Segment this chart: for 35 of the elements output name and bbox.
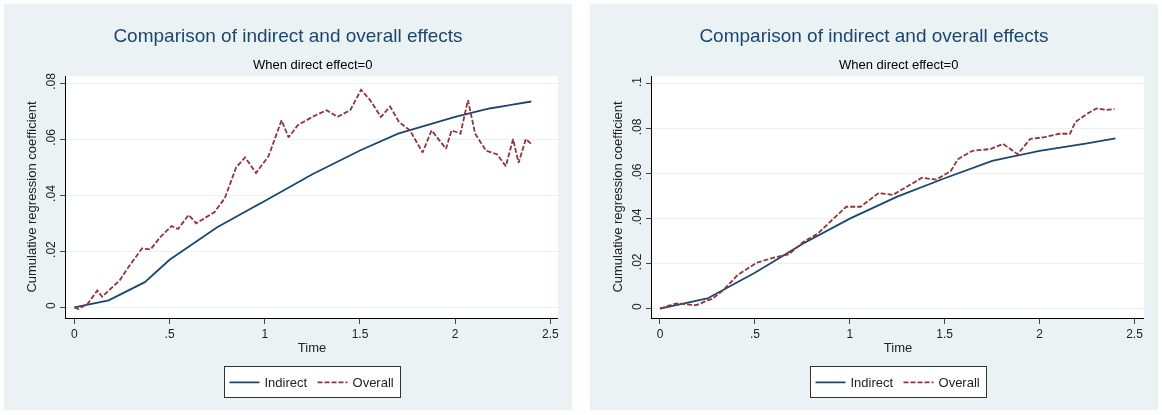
chart-subtitle: When direct effect=0 bbox=[839, 57, 959, 72]
y-axis-title: Cumulative regression coefficient bbox=[24, 100, 40, 293]
chart-subtitle: When direct effect=0 bbox=[253, 57, 373, 72]
y-tick-label: .08 bbox=[44, 72, 59, 90]
y-tick-label: .08 bbox=[630, 118, 645, 136]
x-tick-label: 2.5 bbox=[1126, 327, 1144, 342]
y-tick-label: 0 bbox=[630, 303, 645, 311]
x-axis-title: Time bbox=[297, 340, 327, 355]
x-tick-label: 1 bbox=[846, 327, 854, 342]
y-tick-label: .06 bbox=[630, 163, 645, 181]
x-tick-label: 1 bbox=[261, 327, 269, 342]
y-tick-label: .04 bbox=[44, 184, 59, 202]
x-tick-label: 2 bbox=[1036, 327, 1044, 342]
y-tick-label: .04 bbox=[630, 208, 645, 226]
x-tick-label: 2.5 bbox=[542, 327, 560, 342]
y-tick-label: .02 bbox=[44, 240, 59, 258]
x-tick-label: 1.5 bbox=[936, 327, 954, 342]
chart-title: Comparison of indirect and overall effects bbox=[699, 24, 1049, 46]
x-axis-title: Time bbox=[883, 340, 913, 355]
legend-label: Indirect bbox=[850, 375, 894, 391]
y-tick-label: 0 bbox=[44, 301, 59, 309]
y-axis-title: Cumulative regression coefficient bbox=[610, 100, 626, 293]
x-tick-label: .5 bbox=[164, 327, 175, 342]
x-tick-label: 0 bbox=[656, 327, 664, 342]
y-tick-label: .1 bbox=[630, 76, 645, 88]
x-tick-label: 0 bbox=[71, 327, 79, 342]
x-tick-label: 1.5 bbox=[351, 327, 369, 342]
legend-label: Overall bbox=[352, 375, 394, 391]
x-tick-label: 2 bbox=[451, 327, 459, 342]
chart-title: Comparison of indirect and overall effects bbox=[113, 24, 463, 46]
y-tick-label: .06 bbox=[44, 128, 59, 146]
legend-label: Overall bbox=[938, 375, 980, 391]
y-tick-label: .02 bbox=[630, 253, 645, 271]
x-tick-label: .5 bbox=[749, 327, 761, 342]
legend-label: Indirect bbox=[264, 375, 308, 391]
